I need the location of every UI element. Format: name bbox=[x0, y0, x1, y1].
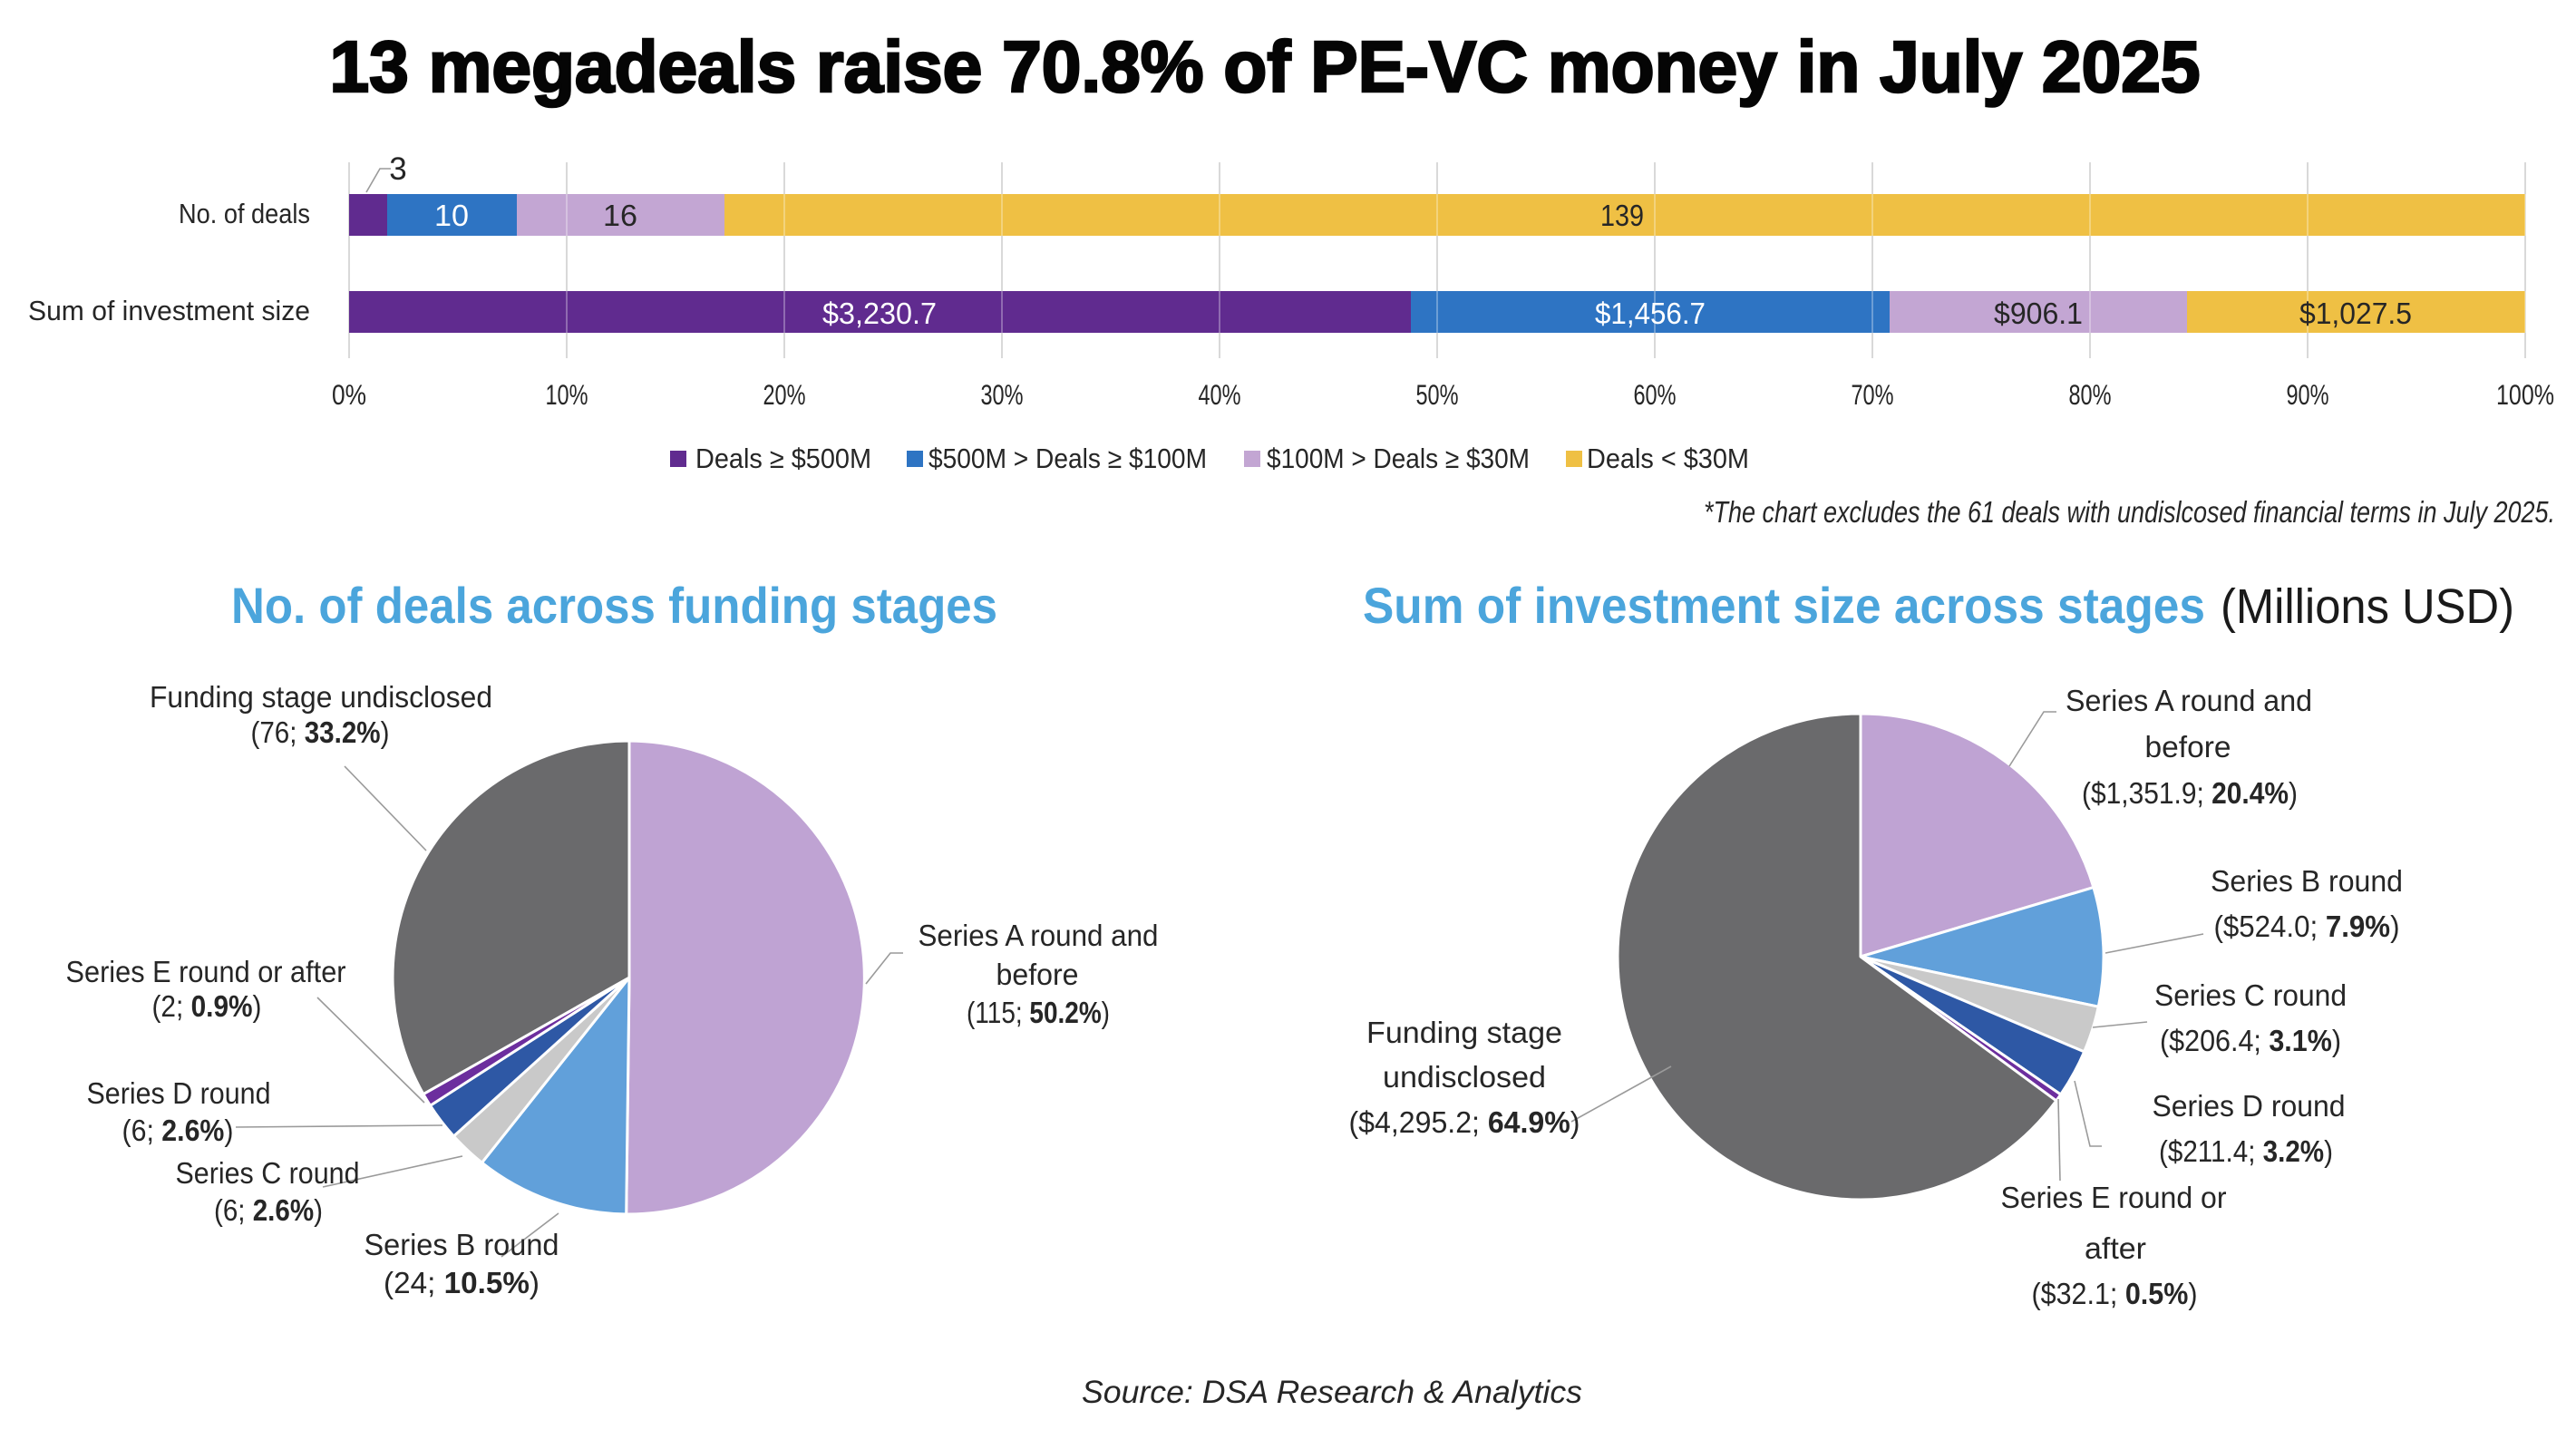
svg-text:No. of deals: No. of deals bbox=[179, 198, 310, 229]
svg-text:before: before bbox=[996, 958, 1079, 991]
svg-text:undisclosed: undisclosed bbox=[1383, 1060, 1546, 1094]
svg-text:Series C round: Series C round bbox=[2154, 978, 2347, 1012]
svg-text:90%: 90% bbox=[2287, 378, 2329, 411]
svg-text:16: 16 bbox=[603, 199, 637, 232]
svg-text:(2; 0.9%): (2; 0.9%) bbox=[152, 989, 262, 1023]
svg-text:Series A round and: Series A round and bbox=[2066, 684, 2312, 717]
svg-text:$3,230.7: $3,230.7 bbox=[822, 297, 937, 330]
svg-text:70%: 70% bbox=[1852, 378, 1894, 411]
svg-text:($4,295.2; 64.9%): ($4,295.2; 64.9%) bbox=[1349, 1105, 1580, 1139]
svg-text:($32.1; 0.5%): ($32.1; 0.5%) bbox=[2032, 1277, 2198, 1310]
svg-text:80%: 80% bbox=[2069, 378, 2112, 411]
svg-text:before: before bbox=[2145, 730, 2231, 764]
svg-text:139: 139 bbox=[1600, 199, 1644, 232]
svg-text:3: 3 bbox=[389, 151, 406, 187]
svg-text:100%: 100% bbox=[2496, 378, 2554, 411]
svg-text:Series B round: Series B round bbox=[2211, 864, 2403, 898]
svg-text:(115; 50.2%): (115; 50.2%) bbox=[967, 996, 1110, 1029]
svg-text:Funding stage undisclosed: Funding stage undisclosed bbox=[150, 680, 492, 714]
svg-text:$1,456.7: $1,456.7 bbox=[1595, 297, 1706, 330]
svg-text:30%: 30% bbox=[981, 378, 1024, 411]
svg-text:(Millions USD): (Millions USD) bbox=[2221, 579, 2514, 634]
svg-text:($206.4; 3.1%): ($206.4; 3.1%) bbox=[2160, 1024, 2341, 1057]
svg-text:after: after bbox=[2085, 1231, 2146, 1265]
svg-text:Series D round: Series D round bbox=[2153, 1089, 2346, 1123]
svg-text:Series E round or after: Series E round or after bbox=[66, 955, 346, 988]
svg-text:Series B round: Series B round bbox=[365, 1228, 559, 1261]
svg-text:50%: 50% bbox=[1416, 378, 1459, 411]
svg-text:Series C round: Series C round bbox=[176, 1156, 360, 1190]
svg-text:($211.4; 3.2%): ($211.4; 3.2%) bbox=[2159, 1134, 2333, 1168]
svg-text:$500M > Deals ≥ $100M: $500M > Deals ≥ $100M bbox=[928, 443, 1207, 474]
svg-text:$100M > Deals ≥ $30M: $100M > Deals ≥ $30M bbox=[1267, 443, 1530, 474]
svg-text:*The chart excludes the 61 dea: *The chart excludes the 61 deals with un… bbox=[1704, 495, 2555, 529]
svg-text:Sum of investment size: Sum of investment size bbox=[28, 295, 310, 326]
svg-text:Source: DSA Research & Analyti: Source: DSA Research & Analytics bbox=[1082, 1375, 1582, 1410]
svg-text:40%: 40% bbox=[1199, 378, 1241, 411]
svg-text:Funding stage: Funding stage bbox=[1366, 1016, 1562, 1049]
svg-text:$906.1: $906.1 bbox=[1994, 297, 2083, 330]
svg-text:0%: 0% bbox=[332, 378, 366, 411]
svg-text:10: 10 bbox=[434, 199, 469, 232]
svg-text:Deals < $30M: Deals < $30M bbox=[1587, 443, 1749, 474]
svg-text:($1,351.9; 20.4%): ($1,351.9; 20.4%) bbox=[2082, 776, 2298, 810]
svg-text:10%: 10% bbox=[546, 378, 588, 411]
svg-text:No. of deals across funding st: No. of deals across funding stages bbox=[231, 577, 997, 634]
svg-text:Deals ≥ $500M: Deals ≥ $500M bbox=[695, 443, 871, 474]
svg-text:13 megadeals raise 70.8% of PE: 13 megadeals raise 70.8% of PE-VC money … bbox=[330, 26, 2201, 107]
svg-text:($524.0; 7.9%): ($524.0; 7.9%) bbox=[2214, 910, 2400, 943]
svg-text:(6; 2.6%): (6; 2.6%) bbox=[214, 1193, 323, 1227]
svg-text:$1,027.5: $1,027.5 bbox=[2299, 297, 2412, 330]
svg-text:60%: 60% bbox=[1634, 378, 1677, 411]
svg-text:Sum of investment size across: Sum of investment size across stages bbox=[1363, 577, 2205, 634]
svg-text:Series A round and: Series A round and bbox=[919, 919, 1159, 952]
svg-text:(6; 2.6%): (6; 2.6%) bbox=[122, 1114, 234, 1147]
svg-text:Series D round: Series D round bbox=[87, 1076, 271, 1110]
svg-text:(24; 10.5%): (24; 10.5%) bbox=[384, 1266, 540, 1299]
svg-text:20%: 20% bbox=[763, 378, 806, 411]
svg-text:Series E round or: Series E round or bbox=[2001, 1181, 2227, 1214]
svg-text:(76; 33.2%): (76; 33.2%) bbox=[251, 715, 390, 749]
